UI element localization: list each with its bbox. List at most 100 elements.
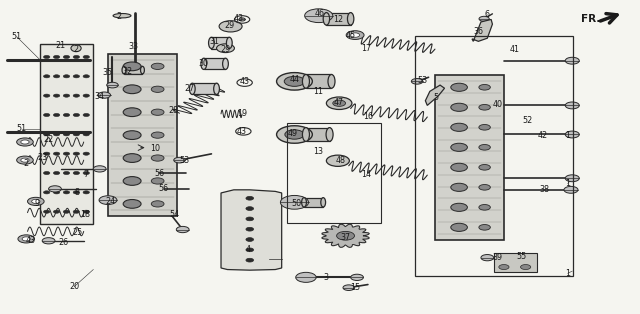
Circle shape bbox=[176, 226, 189, 233]
Circle shape bbox=[83, 171, 90, 175]
Circle shape bbox=[151, 132, 164, 138]
Text: 45: 45 bbox=[346, 30, 356, 40]
Circle shape bbox=[63, 133, 70, 136]
Circle shape bbox=[28, 197, 44, 205]
Circle shape bbox=[53, 94, 60, 97]
Circle shape bbox=[151, 155, 164, 161]
Circle shape bbox=[333, 100, 346, 106]
Circle shape bbox=[479, 165, 490, 170]
Text: 8: 8 bbox=[75, 188, 80, 198]
Circle shape bbox=[151, 86, 164, 92]
Text: 43: 43 bbox=[234, 14, 244, 23]
Text: 17: 17 bbox=[361, 44, 371, 53]
Circle shape bbox=[412, 78, 423, 84]
Circle shape bbox=[479, 144, 490, 150]
Circle shape bbox=[451, 203, 467, 211]
Ellipse shape bbox=[326, 127, 333, 141]
Circle shape bbox=[276, 126, 312, 143]
Circle shape bbox=[53, 191, 60, 194]
Circle shape bbox=[451, 183, 467, 192]
Text: 23: 23 bbox=[37, 153, 47, 161]
Text: 1: 1 bbox=[565, 179, 570, 188]
Bar bbox=[192, 83, 216, 95]
Text: 11: 11 bbox=[313, 88, 323, 96]
Text: 9: 9 bbox=[35, 199, 40, 208]
Circle shape bbox=[451, 143, 467, 151]
Ellipse shape bbox=[71, 45, 81, 51]
Circle shape bbox=[479, 16, 489, 21]
Text: 33: 33 bbox=[129, 41, 138, 51]
Text: 41: 41 bbox=[510, 45, 520, 54]
Text: 43: 43 bbox=[237, 127, 247, 136]
Circle shape bbox=[83, 55, 90, 58]
Text: 44: 44 bbox=[289, 75, 300, 84]
Circle shape bbox=[53, 152, 60, 155]
Text: 2: 2 bbox=[74, 45, 79, 54]
Circle shape bbox=[246, 196, 253, 200]
Text: 12: 12 bbox=[333, 15, 343, 24]
Circle shape bbox=[123, 108, 141, 116]
Circle shape bbox=[123, 154, 141, 162]
Circle shape bbox=[219, 21, 242, 32]
Text: 21: 21 bbox=[55, 41, 65, 50]
Bar bbox=[287, 123, 381, 223]
Circle shape bbox=[239, 18, 245, 21]
Circle shape bbox=[151, 63, 164, 69]
Circle shape bbox=[83, 133, 90, 136]
Text: 32: 32 bbox=[122, 67, 132, 76]
Circle shape bbox=[73, 210, 79, 213]
Text: 43: 43 bbox=[239, 78, 250, 86]
Text: 30: 30 bbox=[199, 59, 209, 68]
Circle shape bbox=[63, 94, 70, 97]
Circle shape bbox=[93, 166, 106, 172]
Circle shape bbox=[73, 94, 79, 97]
Circle shape bbox=[565, 175, 579, 182]
Ellipse shape bbox=[113, 14, 131, 18]
Bar bbox=[493, 253, 537, 272]
Circle shape bbox=[44, 55, 50, 58]
Circle shape bbox=[481, 255, 493, 261]
Circle shape bbox=[123, 199, 141, 208]
Circle shape bbox=[83, 191, 90, 194]
Text: 51: 51 bbox=[17, 124, 27, 133]
Text: 15: 15 bbox=[350, 283, 360, 292]
Circle shape bbox=[53, 75, 60, 78]
Circle shape bbox=[63, 171, 70, 175]
Circle shape bbox=[83, 152, 90, 155]
Circle shape bbox=[479, 124, 490, 130]
Circle shape bbox=[63, 113, 70, 116]
Text: 31: 31 bbox=[210, 37, 220, 46]
Bar bbox=[326, 13, 351, 25]
Circle shape bbox=[246, 207, 253, 210]
Text: 7: 7 bbox=[83, 170, 88, 179]
Circle shape bbox=[107, 82, 118, 88]
Circle shape bbox=[44, 75, 50, 78]
Circle shape bbox=[246, 238, 253, 241]
Text: 39: 39 bbox=[492, 253, 502, 262]
Circle shape bbox=[479, 225, 490, 230]
Text: 10: 10 bbox=[150, 144, 160, 153]
Text: 5: 5 bbox=[434, 93, 439, 102]
Ellipse shape bbox=[303, 74, 310, 88]
Circle shape bbox=[451, 83, 467, 91]
Circle shape bbox=[44, 191, 50, 194]
Text: 46: 46 bbox=[315, 9, 325, 18]
Circle shape bbox=[73, 133, 79, 136]
Bar bbox=[108, 54, 177, 216]
Polygon shape bbox=[221, 190, 282, 270]
Circle shape bbox=[151, 201, 164, 207]
Circle shape bbox=[99, 196, 117, 204]
Text: 53: 53 bbox=[179, 156, 189, 165]
Circle shape bbox=[479, 105, 490, 110]
Bar bbox=[211, 37, 229, 49]
Circle shape bbox=[63, 210, 70, 213]
Circle shape bbox=[451, 123, 467, 131]
Circle shape bbox=[565, 57, 579, 64]
Ellipse shape bbox=[209, 37, 214, 49]
Circle shape bbox=[479, 185, 490, 190]
Circle shape bbox=[17, 138, 33, 146]
Ellipse shape bbox=[141, 66, 145, 74]
Text: 6: 6 bbox=[485, 10, 490, 19]
Ellipse shape bbox=[223, 58, 228, 69]
Text: 35: 35 bbox=[103, 68, 113, 77]
